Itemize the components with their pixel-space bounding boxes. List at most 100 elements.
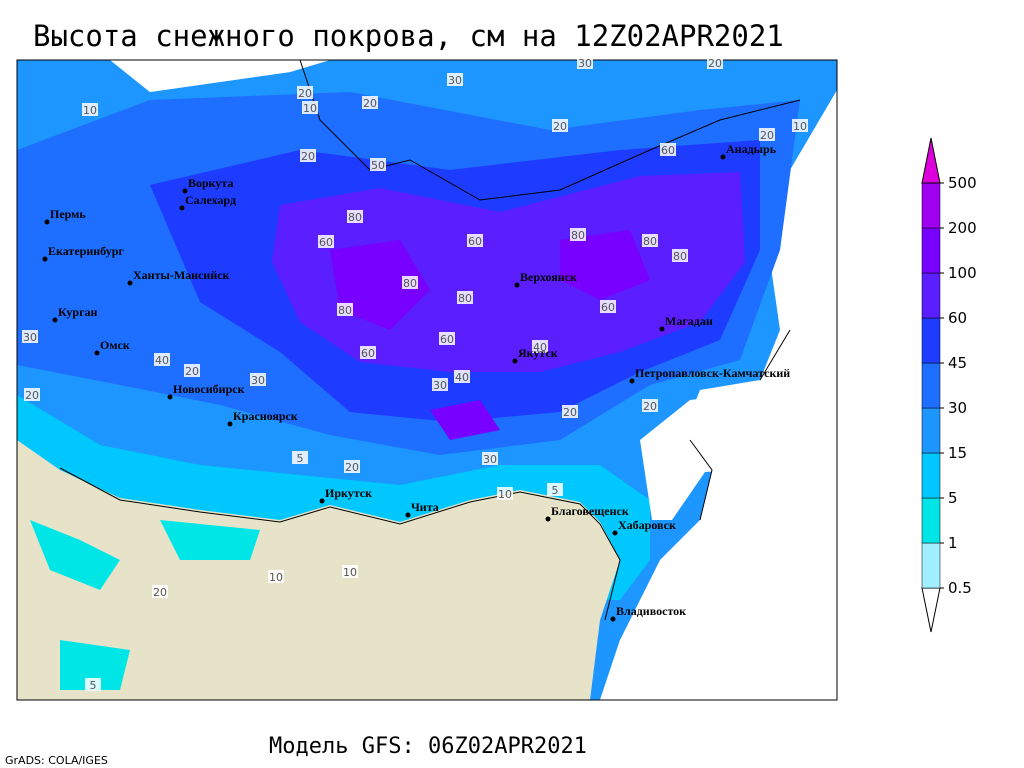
map (16, 59, 838, 701)
contour-label-box (562, 405, 578, 418)
contour-label: 20 (708, 57, 722, 70)
contour-label: 80 (643, 235, 657, 248)
contour-label-box (457, 291, 473, 304)
city-marker (179, 205, 185, 211)
colorbar-segment (921, 587, 941, 633)
contour-label: 20 (553, 120, 567, 133)
colorbar-segment (921, 272, 941, 319)
contour-label: 80 (571, 229, 585, 242)
colorbar-label: 100 (948, 264, 977, 282)
contour-label-box (759, 128, 775, 141)
city-label: Хабаровск (618, 518, 676, 532)
contour-label: 10 (343, 566, 357, 579)
city-label: Красноярск (233, 409, 298, 423)
city-marker (514, 282, 520, 288)
contour-label: 10 (269, 571, 283, 584)
contour-label: 30 (23, 331, 37, 344)
contour-label: 20 (153, 586, 167, 599)
city-label: Пермь (50, 207, 86, 221)
land (17, 440, 620, 700)
contour-label: 20 (301, 150, 315, 163)
city-label: Воркута (188, 176, 233, 190)
contour-label-box (447, 73, 463, 86)
colorbar-segment (921, 182, 941, 229)
contour-label: 50 (371, 159, 385, 172)
city-marker (52, 317, 58, 323)
contour-label-box (82, 103, 98, 116)
contour-label-box (482, 452, 498, 465)
contour-label-box (300, 149, 316, 162)
contour-label: 10 (83, 104, 97, 117)
colorbar-label: 60 (948, 309, 967, 327)
city-marker (227, 421, 233, 427)
contour-label-box (439, 332, 455, 345)
city-label: Благовещенск (551, 504, 629, 518)
contour-label: 30 (483, 453, 497, 466)
contour-label-box (552, 119, 568, 132)
contour-label: 80 (458, 292, 472, 305)
contour-label: 30 (578, 57, 592, 70)
ocean (110, 60, 330, 92)
city-label: Петропавловск-Камчатский (635, 366, 790, 380)
colorbar-label: 0.5 (948, 579, 972, 597)
colorbar-label: 200 (948, 219, 977, 237)
city-marker (127, 280, 133, 286)
contour-label: 60 (440, 333, 454, 346)
contour-label-box (362, 96, 378, 109)
contour-label-box (154, 353, 170, 366)
city-marker (512, 358, 518, 364)
colorbar-segment (921, 542, 941, 589)
contour-label-box (292, 451, 308, 464)
city-label: Анадырь (726, 142, 777, 156)
contour-label: 20 (25, 389, 39, 402)
contour-label-box (402, 276, 418, 289)
city-marker (545, 516, 551, 522)
city-label: Верхоянск (520, 270, 577, 284)
contour-label-box (342, 565, 358, 578)
contour-label-box (344, 460, 360, 473)
city-label: Екатеринбург (48, 244, 124, 258)
credit: GrADS: COLA/IGES (5, 754, 108, 767)
city-marker (94, 350, 100, 356)
contour-label: 20 (563, 406, 577, 419)
city-marker (612, 530, 618, 536)
city-label: Салехард (185, 193, 236, 207)
city-marker (405, 512, 411, 518)
contour-label-box (85, 678, 101, 691)
contour-label-box (347, 210, 363, 223)
contour-label-box (302, 101, 318, 114)
ocean (640, 395, 760, 520)
snow-area (30, 520, 260, 690)
contour-label-box (250, 373, 266, 386)
contour-label: 60 (319, 236, 333, 249)
city-marker (182, 188, 188, 194)
contour-label: 40 (533, 341, 547, 354)
contour-label: 20 (760, 129, 774, 142)
contour-label: 60 (601, 301, 615, 314)
colorbar-label: 45 (948, 354, 967, 372)
colorbar-label: 30 (948, 399, 967, 417)
contour-label-box (792, 119, 808, 132)
contour-label: 5 (90, 679, 97, 692)
contour-label: 10 (303, 102, 317, 115)
model-label: Модель GFS: 06Z02APR2021 (269, 734, 587, 759)
contour-label-box (268, 570, 284, 583)
contour-label-box (22, 330, 38, 343)
contour-label-box (600, 300, 616, 313)
colorbar-segment (921, 137, 941, 184)
colorbar-label: 1 (948, 534, 958, 552)
city-label: Магадан (665, 314, 713, 328)
contour-label-box (547, 483, 563, 496)
contour-label-box (660, 143, 676, 156)
contour-label: 20 (363, 97, 377, 110)
colorbar-label: 500 (948, 174, 977, 192)
contour-label: 60 (661, 144, 675, 157)
city-marker (629, 378, 635, 384)
contour-label-box (360, 346, 376, 359)
city-label: Курган (58, 305, 98, 319)
contour-label: 80 (673, 250, 687, 263)
contour-label-box (497, 487, 513, 500)
contour-label-box (297, 86, 313, 99)
